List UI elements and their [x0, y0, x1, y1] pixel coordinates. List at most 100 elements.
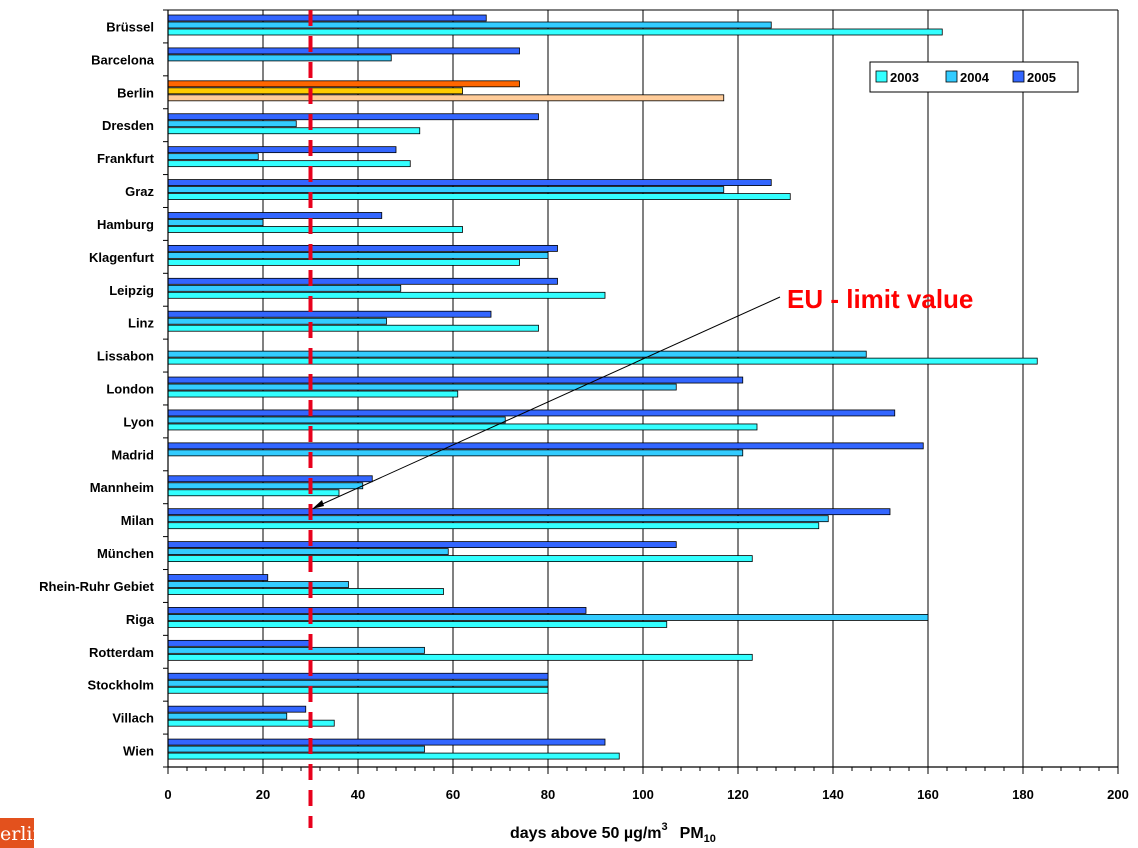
bar-mannheim-2004	[168, 483, 363, 489]
legend-swatch-2004	[946, 71, 957, 82]
bar-lyon-2003	[168, 424, 757, 430]
category-label: Mannheim	[90, 480, 154, 495]
bar-graz-2005	[168, 180, 771, 186]
bar-klagenfurt-2005	[168, 245, 558, 251]
x-tick-label: 20	[256, 787, 270, 802]
bar-dresden-2005	[168, 114, 539, 120]
bar-klagenfurt-2004	[168, 252, 548, 258]
bar-br-ssel-2004	[168, 22, 771, 28]
bar-linz-2004	[168, 318, 387, 324]
bar-milan-2005	[168, 509, 890, 515]
category-label: Barcelona	[91, 52, 155, 67]
x-tick-label: 120	[727, 787, 749, 802]
legend-swatch-2003	[876, 71, 887, 82]
bar-villach-2005	[168, 706, 306, 712]
bar-london-2003	[168, 391, 458, 397]
bar-milan-2004	[168, 516, 828, 522]
bar-mannheim-2005	[168, 476, 372, 482]
category-label: Leipzig	[109, 283, 154, 298]
bar-rotterdam-2005	[168, 640, 311, 646]
bar-leipzig-2004	[168, 285, 401, 291]
annotation-text: EU - limit value	[787, 284, 973, 314]
category-label: Rhein-Ruhr Gebiet	[39, 579, 155, 594]
bar-berlin-2005	[168, 81, 520, 87]
category-label: Lyon	[123, 414, 154, 429]
legend-label-2004: 2004	[960, 70, 990, 85]
bar-barcelona-2005	[168, 48, 520, 54]
bar-riga-2004	[168, 614, 928, 620]
bar-klagenfurt-2003	[168, 259, 520, 265]
x-tick-label: 40	[351, 787, 365, 802]
bar-london-2004	[168, 384, 676, 390]
x-tick-label: 60	[446, 787, 460, 802]
bar-rotterdam-2003	[168, 654, 752, 660]
category-label: München	[97, 546, 154, 561]
category-label: Villach	[112, 711, 154, 726]
bar-villach-2004	[168, 713, 287, 719]
bar-riga-2003	[168, 621, 667, 627]
logo: erlin	[0, 818, 34, 848]
category-label: Riga	[126, 612, 155, 627]
legend-swatch-2005	[1013, 71, 1024, 82]
bar-m-nchen-2004	[168, 549, 448, 555]
bar-lyon-2004	[168, 417, 505, 423]
bar-wien-2003	[168, 753, 619, 759]
bar-graz-2004	[168, 187, 724, 193]
bar-mannheim-2003	[168, 490, 339, 496]
bar-hamburg-2004	[168, 219, 263, 225]
bar-linz-2003	[168, 325, 539, 331]
bar-stockholm-2005	[168, 673, 548, 679]
category-label: Graz	[125, 184, 154, 199]
bar-madrid-2005	[168, 443, 923, 449]
category-label: Klagenfurt	[89, 250, 155, 265]
category-label: Madrid	[111, 447, 154, 462]
bars	[168, 15, 1037, 759]
bar-hamburg-2005	[168, 212, 382, 218]
legend[interactable]: 2003 2004 2005	[870, 62, 1078, 92]
bar-wien-2004	[168, 746, 425, 752]
category-label: Rotterdam	[89, 645, 154, 660]
bar-lyon-2005	[168, 410, 895, 416]
bar-rhein-ruhr-gebiet-2005	[168, 575, 268, 581]
category-label: Brüssel	[106, 19, 154, 34]
bar-frankfurt-2003	[168, 161, 410, 167]
category-labels: Brüssel Barcelona Berlin Dresden Frankfurt Gr…	[39, 19, 155, 758]
bar-lissabon-2003	[168, 358, 1037, 364]
legend-label-2005: 2005	[1027, 70, 1056, 85]
x-tick-label: 0	[164, 787, 171, 802]
x-tick-label: 200	[1107, 787, 1129, 802]
bar-dresden-2003	[168, 128, 420, 134]
category-label: Stockholm	[88, 678, 154, 693]
x-tick-label: 160	[917, 787, 939, 802]
bar-leipzig-2003	[168, 292, 605, 298]
bar-lissabon-2004	[168, 351, 866, 357]
bar-linz-2005	[168, 311, 491, 317]
x-tick-label: 100	[632, 787, 654, 802]
x-tick-label: 180	[1012, 787, 1034, 802]
bar-frankfurt-2005	[168, 147, 396, 153]
logo-text: erlin	[0, 823, 34, 845]
bar-graz-2003	[168, 194, 790, 200]
category-label: Milan	[121, 513, 154, 528]
bar-stockholm-2004	[168, 680, 548, 686]
x-tick-label: 140	[822, 787, 844, 802]
bar-m-nchen-2005	[168, 542, 676, 548]
bar-riga-2005	[168, 607, 586, 613]
bar-berlin-2003	[168, 95, 724, 101]
bar-hamburg-2003	[168, 226, 463, 232]
bar-berlin-2004	[168, 88, 463, 94]
bar-m-nchen-2003	[168, 556, 752, 562]
category-label: Frankfurt	[97, 151, 155, 166]
category-label: Berlin	[117, 85, 154, 100]
bar-dresden-2004	[168, 121, 296, 127]
legend-label-2003: 2003	[890, 70, 919, 85]
bar-br-ssel-2005	[168, 15, 486, 21]
category-label: Wien	[123, 744, 154, 759]
bar-frankfurt-2004	[168, 154, 258, 160]
bar-london-2005	[168, 377, 743, 383]
bar-barcelona-2004	[168, 55, 391, 61]
bar-milan-2003	[168, 523, 819, 529]
bar-leipzig-2005	[168, 278, 558, 284]
bar-wien-2005	[168, 739, 605, 745]
